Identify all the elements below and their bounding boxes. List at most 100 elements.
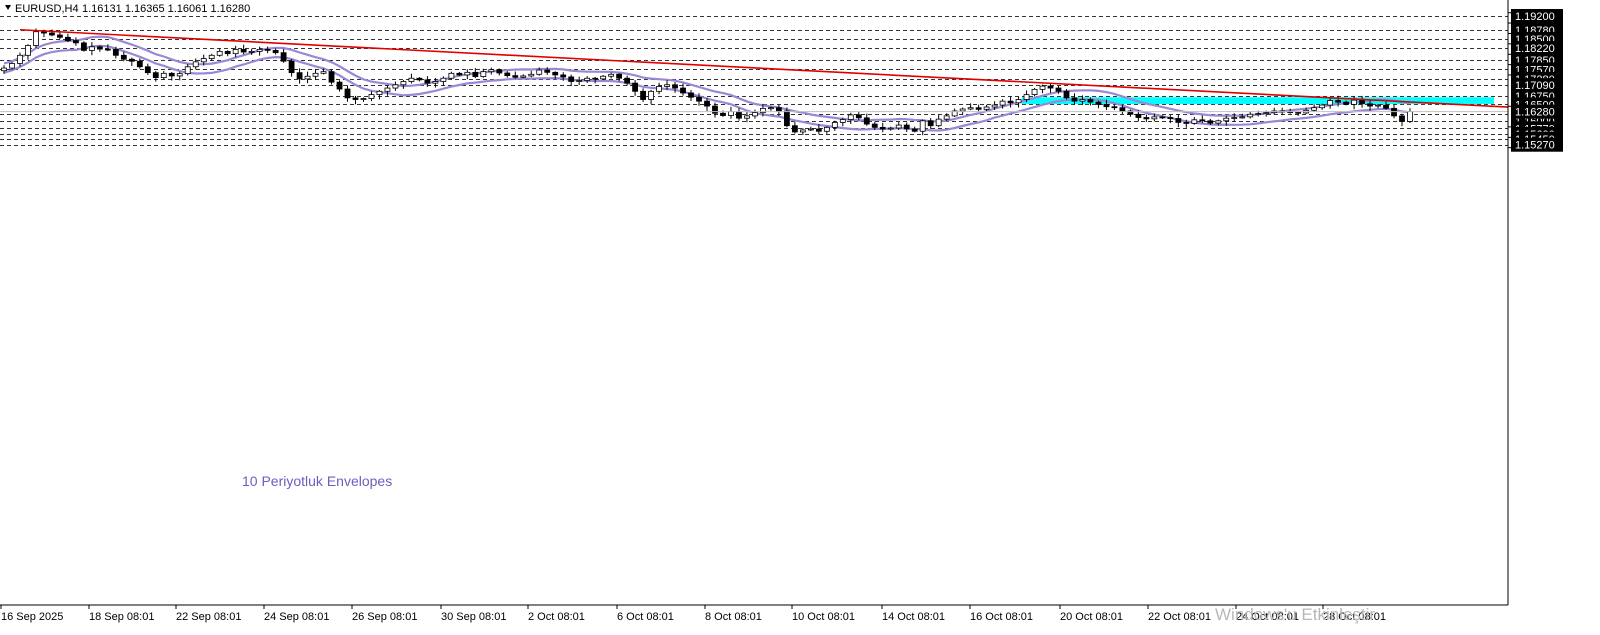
- candle-body: [975, 107, 982, 110]
- price-level-box: [1511, 78, 1563, 93]
- candle-body: [1407, 111, 1413, 122]
- candle-body: [1095, 101, 1102, 105]
- candle-body: [1175, 118, 1182, 123]
- candle-body: [1295, 111, 1302, 114]
- candle-body: [744, 115, 750, 119]
- candle-body: [1327, 100, 1334, 106]
- candle-body: [1239, 116, 1246, 119]
- candle-body: [983, 106, 990, 110]
- candle-body: [1383, 104, 1389, 109]
- candle-body: [488, 69, 495, 73]
- candle-body: [176, 73, 183, 77]
- candle-body: [831, 122, 838, 128]
- x-tick-label: 8 Oct 08:01: [705, 611, 762, 623]
- candle-body: [464, 71, 471, 76]
- x-tick-label: 16 Sep 2025: [1, 611, 63, 623]
- candle-body: [1151, 116, 1158, 120]
- candle-body: [871, 123, 878, 128]
- candle-body: [1143, 117, 1150, 120]
- candle-body: [1015, 99, 1022, 104]
- candle-body: [1, 67, 7, 72]
- price-level-box: [1511, 41, 1563, 56]
- candle-body: [919, 120, 926, 132]
- envelope-upper: [3, 35, 1411, 123]
- envelopes-indicator: [3, 35, 1411, 132]
- candle-body: [448, 72, 455, 79]
- candle-body: [895, 124, 902, 129]
- x-tick-label: 16 Oct 08:01: [970, 611, 1033, 623]
- candle-body: [504, 72, 511, 77]
- candle-body: [1255, 113, 1262, 115]
- candle-body: [680, 87, 686, 94]
- price-axis[interactable]: 1.193001.189851.186651.183501.180301.177…: [1508, 8, 1563, 155]
- candle-body: [815, 128, 822, 132]
- candle-body: [192, 61, 199, 68]
- candle-body: [656, 86, 662, 92]
- candle-body: [1159, 116, 1166, 119]
- candle-body: [208, 54, 215, 59]
- candle-body: [520, 75, 527, 78]
- candle-body: [57, 34, 63, 38]
- candle-body: [1079, 99, 1086, 102]
- candle-body: [128, 58, 135, 62]
- candle-body: [368, 94, 375, 99]
- x-tick-label: 28 Oct 08:01: [1323, 611, 1386, 623]
- candle-body: [360, 98, 367, 100]
- candle-body: [296, 72, 303, 80]
- candle-body: [544, 69, 551, 73]
- x-tick-label: 22 Sep 08:01: [176, 611, 241, 623]
- candle-body: [600, 75, 607, 80]
- candle-body: [1191, 119, 1198, 124]
- dropdown-triangle-icon[interactable]: [5, 5, 11, 10]
- current-price-label: 1.16280: [1515, 107, 1555, 119]
- candle-body: [160, 72, 167, 78]
- candle-body: [80, 42, 87, 51]
- candle-body: [688, 92, 694, 98]
- trendline[interactable]: [19, 28, 1509, 108]
- candle-body: [328, 71, 335, 83]
- candle-body: [592, 77, 599, 80]
- candle-body: [879, 126, 886, 130]
- candle-body: [608, 73, 615, 77]
- time-axis[interactable]: 16 Sep 2025 18 Sep 08:01 22 Sep 08:01 24 Se…: [0, 605, 1386, 623]
- candle-body: [696, 96, 702, 102]
- candle-body: [1367, 103, 1373, 107]
- candle-body: [152, 72, 159, 78]
- candle-body: [552, 71, 559, 76]
- candle-body: [400, 81, 407, 86]
- candle-body: [911, 128, 918, 132]
- candle-body: [1031, 88, 1038, 96]
- x-tick-label: 10 Oct 08:01: [792, 611, 855, 623]
- candle-body: [1215, 120, 1222, 124]
- candle-body: [807, 128, 814, 131]
- indicator-label: 10 Periyotluk Envelopes: [242, 473, 392, 489]
- candle-body: [240, 49, 247, 53]
- candle-body: [168, 72, 175, 77]
- candle-body: [144, 66, 151, 74]
- candle-body: [424, 79, 431, 84]
- candle-body: [312, 72, 319, 77]
- candle-body: [560, 74, 567, 78]
- current-price-box: [1511, 104, 1563, 119]
- x-tick-label: 24 Oct 08:01: [1236, 611, 1299, 623]
- candle-body: [991, 104, 998, 108]
- candle-body: [640, 90, 646, 100]
- x-tick-label: 14 Oct 08:01: [882, 611, 945, 623]
- candle-body: [480, 71, 487, 77]
- candle-body: [799, 129, 806, 133]
- candle-body: [839, 119, 846, 123]
- candle-body: [344, 88, 351, 99]
- candle-body: [1055, 87, 1062, 92]
- candle-body: [959, 108, 966, 112]
- candle-body: [1399, 115, 1405, 122]
- candle-body: [49, 32, 55, 36]
- candle-body: [1071, 97, 1078, 102]
- symbol-label: EURUSD,H4: [15, 3, 79, 15]
- candle-body: [999, 100, 1006, 106]
- candle-body: [1231, 117, 1238, 119]
- candle-body: [1023, 94, 1030, 100]
- candle-body: [1199, 119, 1206, 122]
- candle-body: [528, 73, 535, 77]
- candle-body: [576, 80, 583, 82]
